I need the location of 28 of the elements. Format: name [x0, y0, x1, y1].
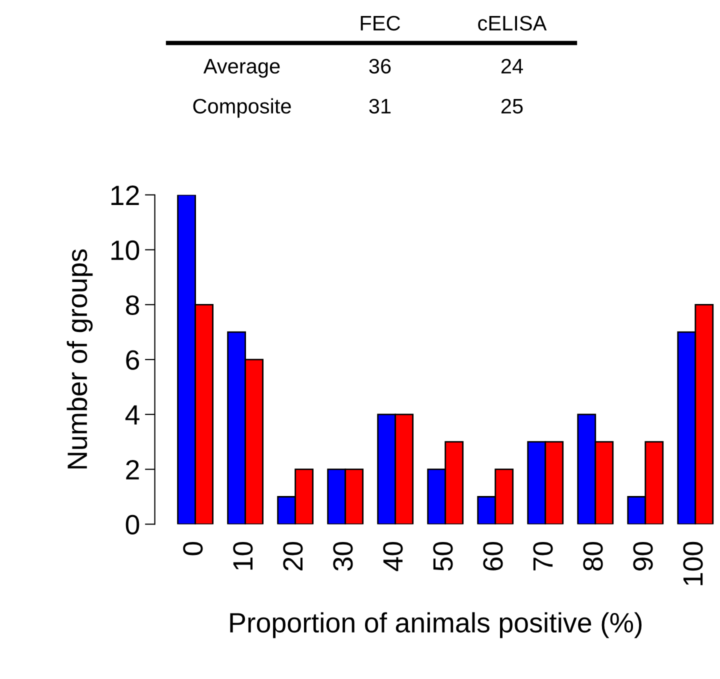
text: Composite	[193, 98, 291, 118]
x-tick-label: 20	[283, 542, 303, 570]
y-tick-label: 12	[111, 186, 139, 205]
x-tick-label: 100	[683, 542, 703, 586]
text: 24	[501, 58, 523, 74]
text: 25	[501, 98, 523, 114]
text: 31	[369, 98, 391, 114]
y-tick-label: 2	[126, 460, 139, 480]
y-tick-label: 10	[111, 240, 140, 260]
y-tick-label: 0	[126, 514, 140, 535]
text: 36	[369, 58, 391, 74]
text: FEC	[360, 16, 400, 31]
x-tick-label: 40	[383, 542, 403, 572]
x-tick-label: 10	[233, 542, 253, 570]
x-tick-label: 70	[533, 542, 553, 570]
x-tick-label: 30	[333, 542, 353, 571]
x-tick-label: 0	[183, 542, 203, 556]
text: cELISA	[478, 16, 547, 31]
y-tick-label: 6	[126, 350, 139, 370]
x-tick-label: 80	[583, 542, 603, 571]
y-axis-title: Number of groups	[66, 249, 93, 468]
x-tick-label: 90	[633, 542, 653, 570]
x-tick-label: 50	[433, 542, 453, 571]
x-tick-label: 60	[483, 542, 503, 570]
text: Average	[203, 59, 280, 78]
x-axis-title: Proportion of animals positive (%)	[230, 612, 642, 638]
y-tick-label: 4	[125, 405, 140, 424]
y-tick-label: 8	[126, 295, 140, 315]
